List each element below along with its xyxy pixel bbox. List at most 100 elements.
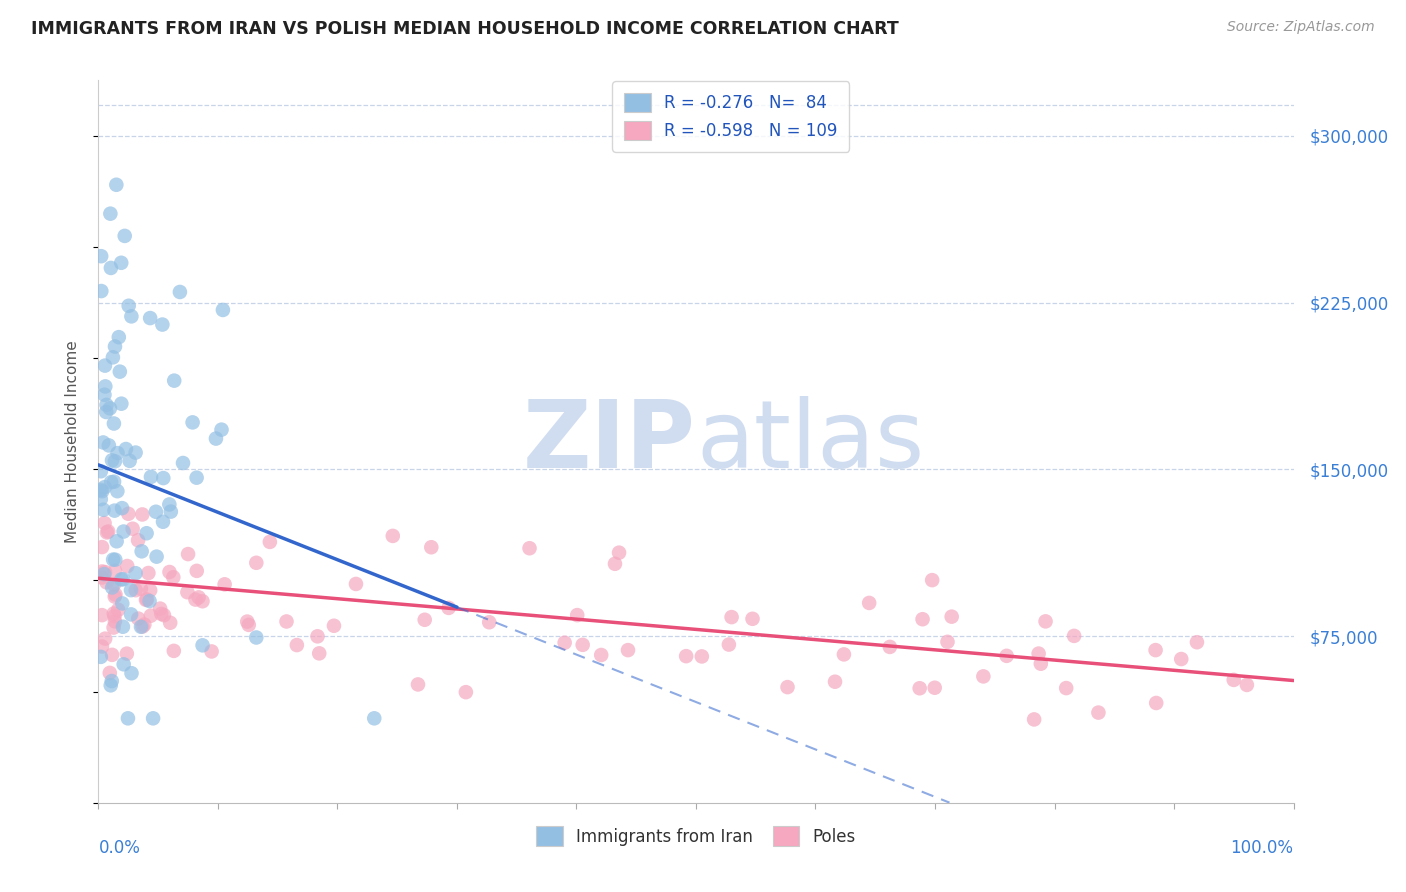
- Point: [115, 559, 138, 574]
- Text: Source: ZipAtlas.com: Source: ZipAtlas.com: [1227, 20, 1375, 34]
- Point: [149, 601, 172, 615]
- Point: [214, 577, 236, 591]
- Point: [104, 615, 127, 629]
- Point: [139, 608, 162, 623]
- Point: [211, 423, 233, 437]
- Point: [127, 612, 149, 626]
- Point: [941, 609, 963, 624]
- Point: [100, 673, 122, 688]
- Point: [103, 417, 125, 431]
- Point: [101, 351, 124, 365]
- Point: [181, 416, 204, 430]
- Point: [117, 507, 139, 521]
- Point: [1170, 652, 1192, 666]
- Point: [91, 570, 114, 584]
- Point: [1185, 635, 1208, 649]
- Point: [717, 638, 740, 652]
- Point: [381, 529, 404, 543]
- Point: [121, 522, 143, 536]
- Point: [675, 649, 697, 664]
- Point: [120, 310, 142, 324]
- Point: [159, 565, 181, 579]
- Point: [138, 566, 160, 580]
- Point: [995, 648, 1018, 663]
- Point: [121, 666, 143, 681]
- Point: [858, 596, 880, 610]
- Point: [308, 646, 330, 660]
- Point: [135, 526, 157, 541]
- Point: [150, 607, 173, 621]
- Point: [163, 374, 186, 388]
- Point: [105, 178, 128, 192]
- Point: [124, 445, 146, 459]
- Point: [110, 573, 132, 587]
- Point: [101, 453, 124, 467]
- Legend: Immigrants from Iran, Poles: Immigrants from Iran, Poles: [529, 820, 863, 852]
- Point: [94, 379, 117, 393]
- Point: [191, 638, 214, 652]
- Point: [259, 535, 281, 549]
- Point: [236, 615, 259, 629]
- Point: [212, 302, 235, 317]
- Point: [120, 607, 142, 622]
- Point: [554, 635, 576, 649]
- Point: [145, 549, 167, 564]
- Point: [103, 609, 125, 624]
- Point: [478, 615, 501, 630]
- Point: [107, 603, 129, 617]
- Point: [238, 618, 260, 632]
- Point: [112, 657, 135, 672]
- Point: [129, 620, 152, 634]
- Point: [93, 480, 115, 494]
- Point: [1029, 657, 1052, 671]
- Text: atlas: atlas: [696, 395, 924, 488]
- Point: [720, 610, 742, 624]
- Point: [104, 339, 127, 353]
- Point: [172, 456, 194, 470]
- Point: [307, 629, 329, 643]
- Point: [101, 552, 124, 566]
- Point: [972, 669, 994, 683]
- Point: [90, 284, 112, 298]
- Point: [118, 299, 141, 313]
- Point: [117, 711, 139, 725]
- Point: [245, 631, 267, 645]
- Point: [103, 475, 125, 489]
- Point: [145, 505, 167, 519]
- Point: [98, 207, 122, 221]
- Point: [90, 249, 112, 263]
- Point: [824, 674, 846, 689]
- Point: [112, 524, 135, 539]
- Point: [276, 615, 298, 629]
- Point: [162, 570, 184, 584]
- Point: [91, 608, 114, 623]
- Point: [91, 435, 114, 450]
- Point: [1087, 706, 1109, 720]
- Point: [571, 638, 593, 652]
- Point: [103, 577, 125, 591]
- Point: [98, 401, 121, 416]
- Text: 0.0%: 0.0%: [98, 838, 141, 857]
- Point: [186, 564, 208, 578]
- Point: [134, 617, 156, 632]
- Point: [111, 597, 134, 611]
- Point: [107, 330, 129, 344]
- Point: [437, 600, 460, 615]
- Point: [169, 285, 191, 299]
- Point: [110, 256, 132, 270]
- Point: [603, 557, 626, 571]
- Point: [159, 505, 181, 519]
- Point: [100, 678, 122, 692]
- Point: [91, 640, 114, 654]
- Point: [115, 442, 138, 456]
- Point: [120, 583, 142, 598]
- Point: [129, 582, 152, 596]
- Point: [115, 647, 138, 661]
- Point: [135, 592, 157, 607]
- Point: [936, 635, 959, 649]
- Point: [591, 648, 613, 662]
- Point: [90, 483, 112, 497]
- Point: [139, 583, 162, 598]
- Point: [519, 541, 541, 556]
- Point: [1028, 647, 1050, 661]
